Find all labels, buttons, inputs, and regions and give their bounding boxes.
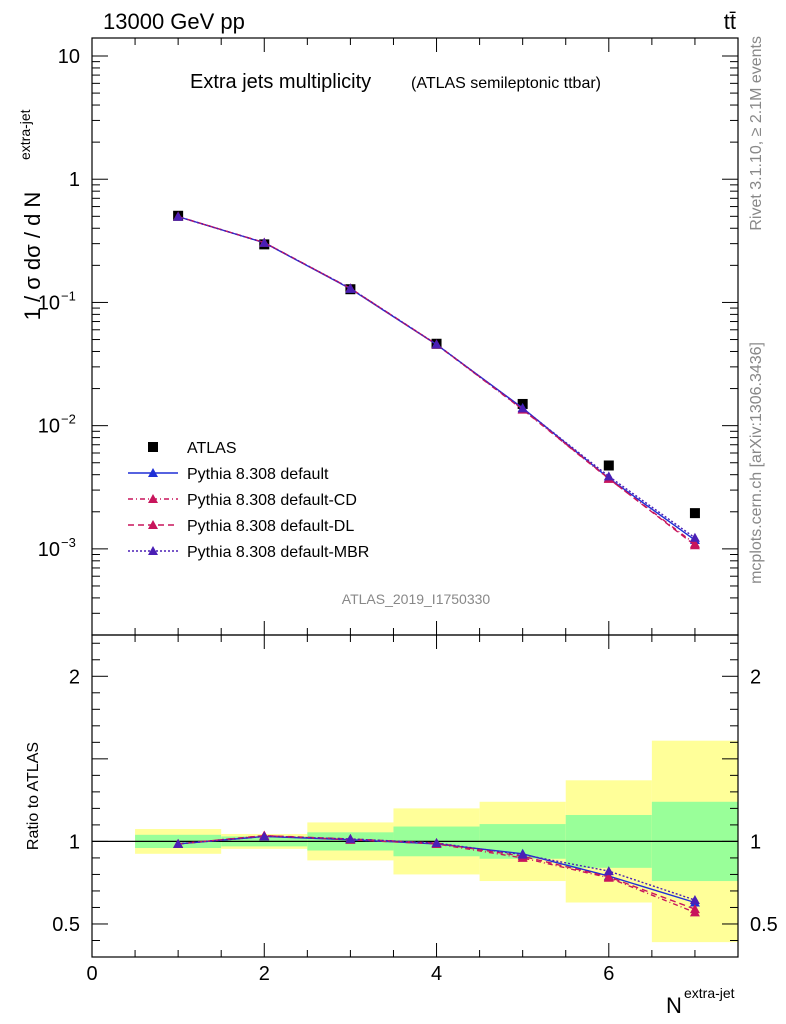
- legend: ATLAS Pythia 8.308 default Pythia 8.308 de…: [128, 440, 369, 561]
- marker-mbr: [259, 237, 270, 247]
- legend-item-default: Pythia 8.308 default: [128, 466, 329, 483]
- marker-dl: [689, 540, 700, 550]
- ratio-marker-mbr: [603, 866, 614, 876]
- y-tick-label-main: 10 −2: [38, 412, 76, 438]
- ratio-marker-mbr: [259, 831, 270, 841]
- main-series-layer: [173, 210, 700, 550]
- data-point-atlas: [689, 508, 700, 519]
- y-tick-label-ratio: 1: [69, 831, 80, 853]
- y-tick-label-main: 1: [69, 169, 80, 191]
- ratio-plot-frame: [91, 634, 739, 958]
- y-tick-label-main: 10: [58, 46, 80, 68]
- legend-marker-default: [148, 468, 158, 477]
- legend-marker-mbr: [148, 546, 158, 555]
- svg-text:1 / σ dσ / d N: 1 / σ dσ / d N: [20, 192, 45, 321]
- marker-mbr: [517, 403, 528, 413]
- x-axis-label: N extra-jet: [666, 985, 735, 1018]
- y-tick-label-base: 10: [38, 539, 60, 561]
- legend-marker-dl: [148, 520, 158, 529]
- legend-label: Pythia 8.308 default: [187, 466, 329, 483]
- y-axis-label-ratio: Ratio to ATLAS: [25, 742, 42, 850]
- y-tick-label-main: 10 −3: [38, 535, 76, 561]
- legend-item-cd: Pythia 8.308 default-CD: [128, 492, 357, 509]
- y-axis-label-main: 1 / σ dσ / d N extra-jet: [17, 109, 45, 320]
- mcplots-label: mcplots.cern.ch [arXiv:1306.3436]: [748, 342, 765, 584]
- y-tick-label-exp: −2: [61, 412, 76, 427]
- analysis-id: ATLAS_2019_I1750330: [342, 591, 491, 607]
- rivet-version-label: Rivet 3.1.10, ≥ 2.1M events: [748, 36, 765, 231]
- svg-text:extra-jet: extra-jet: [17, 109, 33, 160]
- x-tick-label: 4: [431, 963, 442, 985]
- y-tick-label-ratio-right: 0.5: [750, 914, 778, 936]
- y-tick-label-base: 10: [38, 292, 60, 314]
- marker-mbr: [431, 339, 442, 349]
- ratio-marker-mbr: [689, 895, 700, 905]
- legend-label: Pythia 8.308 default-DL: [187, 518, 354, 535]
- ratio-marker-dl: [689, 904, 700, 914]
- marker-mbr: [345, 283, 356, 293]
- ratio-marker-mbr: [345, 833, 356, 843]
- plot-subtitle: (ATLAS semileptonic ttbar): [411, 75, 601, 92]
- y-tick-label-ratio-right: 2: [750, 666, 761, 688]
- y-tick-label-exp: −1: [61, 288, 76, 303]
- ratio-marker-mbr: [173, 838, 184, 848]
- marker-mbr: [603, 471, 614, 481]
- legend-label: Pythia 8.308 default-MBR: [187, 544, 369, 561]
- y-tick-label-base: 10: [38, 416, 60, 438]
- y-tick-label-ratio: 2: [69, 666, 80, 688]
- axis-ticks: [91, 38, 739, 958]
- ratio-marker-mbr: [431, 838, 442, 848]
- ratio-series-layer: [173, 830, 700, 917]
- marker-mbr: [689, 532, 700, 542]
- series-line-mbr: [177, 215, 696, 539]
- y-tick-label-exp: −3: [61, 535, 76, 550]
- ratio-marker-mbr: [517, 849, 528, 859]
- svg-text:N: N: [666, 993, 682, 1018]
- process-label: tt̄: [724, 9, 736, 34]
- legend-label: Pythia 8.308 default-CD: [187, 492, 357, 509]
- marker-mbr: [173, 211, 184, 221]
- legend-label: ATLAS: [187, 440, 237, 457]
- y-tick-label-main: 10 −1: [38, 288, 76, 314]
- energy-label: 13000 GeV pp: [103, 9, 245, 34]
- plot-title: Extra jets multiplicity: [190, 71, 371, 93]
- ratio-marker-dl: [603, 871, 614, 881]
- legend-item-dl: Pythia 8.308 default-DL: [128, 518, 354, 535]
- x-tick-label: 6: [603, 963, 614, 985]
- legend-item-mbr: Pythia 8.308 default-MBR: [128, 544, 369, 561]
- legend-item-data: ATLAS: [148, 440, 237, 457]
- legend-marker-atlas: [148, 442, 158, 452]
- x-tick-label: 2: [259, 963, 270, 985]
- svg-text:extra-jet: extra-jet: [684, 985, 735, 1001]
- legend-marker-cd: [148, 494, 158, 503]
- x-tick-label: 0: [86, 963, 97, 985]
- y-tick-label-ratio: 0.5: [52, 914, 80, 936]
- data-point-atlas: [603, 460, 614, 471]
- y-tick-label-ratio-right: 1: [750, 831, 761, 853]
